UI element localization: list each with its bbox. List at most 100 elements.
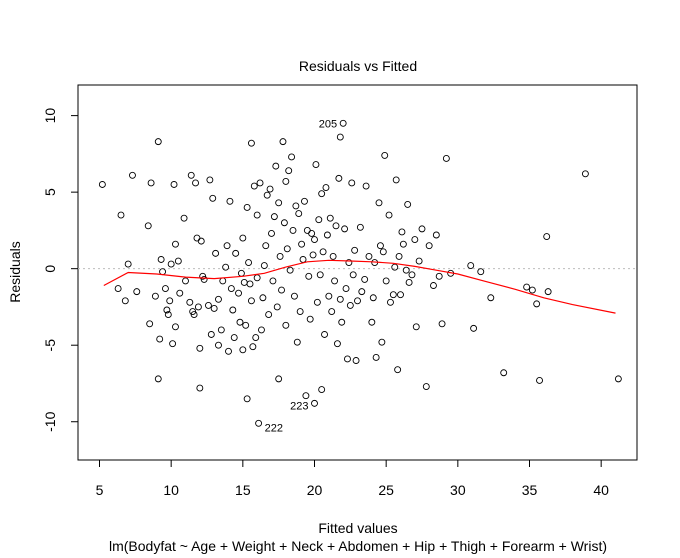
- data-point: [329, 252, 337, 260]
- data-point: [174, 257, 182, 265]
- data-point: [369, 294, 377, 302]
- data-point: [309, 251, 317, 259]
- x-tick-label: 10: [163, 482, 179, 498]
- data-point: [286, 266, 294, 274]
- y-axis: -10 -5 0 5 10: [42, 108, 78, 432]
- data-point: [305, 272, 313, 280]
- data-point: [354, 297, 361, 305]
- data-point: [209, 194, 217, 202]
- data-point: [280, 219, 288, 227]
- data-point: [243, 395, 251, 403]
- data-point: [187, 171, 195, 179]
- data-point: [336, 295, 344, 303]
- data-point: [197, 237, 205, 245]
- data-point: [154, 138, 162, 146]
- data-point: [487, 294, 495, 302]
- data-point: [172, 323, 179, 331]
- data-point: [435, 272, 443, 280]
- data-point: [272, 162, 280, 170]
- x-tick-label: 15: [235, 482, 251, 498]
- data-point: [352, 357, 360, 364]
- data-point: [247, 139, 255, 147]
- x-tick-label: 40: [593, 482, 609, 498]
- data-point: [196, 344, 204, 352]
- data-point: [408, 271, 416, 279]
- data-point: [298, 240, 306, 248]
- y-tick-label: -5: [42, 339, 58, 352]
- data-point: [157, 256, 165, 263]
- data-point: [361, 275, 369, 283]
- data-point: [166, 297, 174, 305]
- y-tick-label: -10: [42, 411, 58, 431]
- point-labels: 205 223 222: [265, 118, 338, 434]
- data-point: [253, 274, 261, 282]
- data-point: [470, 324, 478, 332]
- data-point: [275, 199, 283, 207]
- outlier-label: 223: [290, 400, 308, 412]
- data-point: [368, 318, 376, 326]
- data-point: [196, 384, 204, 392]
- data-point: [230, 334, 238, 342]
- x-tick-label: 5: [96, 482, 104, 498]
- data-point: [500, 369, 508, 377]
- data-point: [318, 190, 326, 198]
- data-point: [276, 252, 284, 260]
- data-point: [389, 291, 397, 299]
- model-formula-subtitle: lm(Bodyfat ~ Age + Weight + Neck + Abdom…: [109, 538, 607, 554]
- data-point: [385, 211, 393, 219]
- data-point: [398, 228, 406, 236]
- data-point: [265, 311, 273, 319]
- data-point: [288, 153, 296, 161]
- data-point: [543, 233, 551, 240]
- data-point: [225, 347, 232, 355]
- y-tick-label: 5: [42, 188, 58, 196]
- data-point: [315, 216, 323, 224]
- data-point: [328, 308, 336, 315]
- data-point: [237, 269, 245, 277]
- data-point: [268, 230, 275, 237]
- data-point: [331, 277, 339, 285]
- data-point: [467, 262, 475, 270]
- y-tick-label: 0: [42, 265, 58, 273]
- data-point: [114, 285, 122, 293]
- data-point: [275, 375, 283, 383]
- data-point: [236, 318, 244, 326]
- data-point: [342, 285, 350, 293]
- lowess-smoother-line: [103, 259, 616, 314]
- data-point: [263, 191, 271, 199]
- data-point: [418, 225, 426, 233]
- data-point: [289, 226, 297, 234]
- data-point: [282, 177, 290, 185]
- data-point: [154, 375, 162, 383]
- data-point: [255, 419, 263, 427]
- data-point: [156, 335, 164, 343]
- data-point: [204, 301, 212, 309]
- data-point: [581, 170, 589, 178]
- data-point: [292, 202, 300, 210]
- data-point: [129, 171, 136, 179]
- data-point: [395, 252, 403, 260]
- data-point: [381, 151, 389, 159]
- x-axis-label: Fitted values: [318, 520, 397, 536]
- data-point: [259, 294, 267, 302]
- x-tick-label: 35: [522, 482, 538, 498]
- chart-title: Residuals vs Fitted: [299, 58, 417, 74]
- data-point: [258, 326, 265, 334]
- data-point: [240, 278, 248, 286]
- data-point: [172, 240, 179, 248]
- data-point: [346, 301, 354, 309]
- data-point: [405, 278, 413, 286]
- data-point: [422, 383, 430, 390]
- data-point: [273, 303, 281, 311]
- data-point: [326, 214, 334, 222]
- data-point: [226, 197, 234, 205]
- scatter-points: [98, 119, 622, 427]
- data-point: [279, 138, 287, 146]
- data-point: [242, 321, 250, 329]
- data-point: [438, 320, 446, 328]
- data-point: [161, 285, 169, 293]
- data-point: [215, 341, 222, 349]
- data-point: [210, 305, 218, 312]
- data-point: [392, 176, 400, 184]
- data-point: [215, 295, 222, 303]
